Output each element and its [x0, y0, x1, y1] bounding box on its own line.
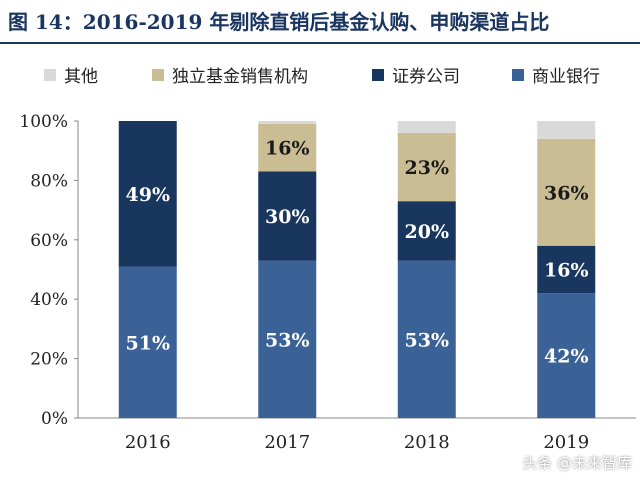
- legend-item: 其他: [44, 62, 98, 87]
- y-tick-label: 80%: [30, 171, 68, 191]
- data-label: 30%: [265, 206, 310, 228]
- legend-item: 证券公司: [372, 62, 460, 87]
- legend-swatch: [152, 68, 164, 81]
- data-label: 23%: [405, 157, 450, 179]
- legend-label: 商业银行: [532, 67, 600, 87]
- bar-segment-其他-2017: [258, 121, 317, 124]
- bar-segment-证券公司-2017: [258, 171, 317, 261]
- bar-segment-证券公司-2019: [537, 245, 596, 294]
- x-tick-label: 2018: [404, 432, 450, 453]
- bar-segment-独立基金销售机构-2019: [537, 138, 596, 246]
- legend-label: 独立基金销售机构: [172, 67, 308, 87]
- legend-swatch: [512, 68, 524, 81]
- watermark: 头条 @未来智库: [522, 454, 632, 472]
- data-label: 42%: [544, 346, 589, 368]
- x-tick-label: 2019: [543, 432, 589, 453]
- legend-item: 独立基金销售机构: [152, 62, 308, 87]
- data-label: 16%: [265, 138, 310, 160]
- bar-segment-商业银行-2017: [258, 260, 317, 418]
- data-label: 51%: [126, 332, 171, 354]
- legend-swatch: [44, 68, 56, 81]
- data-label: 36%: [544, 182, 589, 204]
- bar-segment-独立基金销售机构-2017: [258, 123, 317, 172]
- y-tick-label: 0%: [41, 409, 68, 429]
- x-tick-label: 2017: [264, 432, 310, 453]
- data-label: 16%: [544, 260, 589, 282]
- bar-segment-其他-2019: [537, 121, 596, 139]
- legend: 其他 独立基金销售机构 证券公司 商业银行: [44, 62, 640, 90]
- x-tick-label: 2016: [125, 432, 171, 453]
- bar-segment-商业银行-2016: [118, 266, 177, 418]
- legend-label: 其他: [64, 67, 98, 87]
- figure-title: 图 14：2016-2019 年剔除直销后基金认购、申购渠道占比: [8, 10, 550, 34]
- legend-item: 商业银行: [512, 62, 600, 87]
- y-tick-label: 40%: [30, 290, 68, 310]
- legend-swatch: [372, 68, 384, 81]
- bar-segment-证券公司-2018: [397, 201, 456, 261]
- data-label: 53%: [265, 329, 310, 351]
- title-bar: 图 14：2016-2019 年剔除直销后基金认购、申购渠道占比: [0, 0, 640, 44]
- data-label: 53%: [405, 329, 450, 351]
- data-label: 20%: [405, 221, 450, 243]
- bar-segment-其他-2018: [397, 121, 456, 133]
- bar-segment-商业银行-2018: [397, 260, 456, 418]
- bar-segment-商业银行-2019: [537, 293, 596, 418]
- bar-segment-独立基金销售机构-2018: [397, 132, 456, 202]
- legend-label: 证券公司: [392, 67, 460, 87]
- y-tick-label: 20%: [30, 350, 68, 370]
- y-tick-label: 100%: [19, 112, 68, 132]
- data-label: 49%: [126, 184, 171, 206]
- y-tick-label: 60%: [30, 231, 68, 251]
- bar-segment-证券公司-2016: [118, 121, 177, 267]
